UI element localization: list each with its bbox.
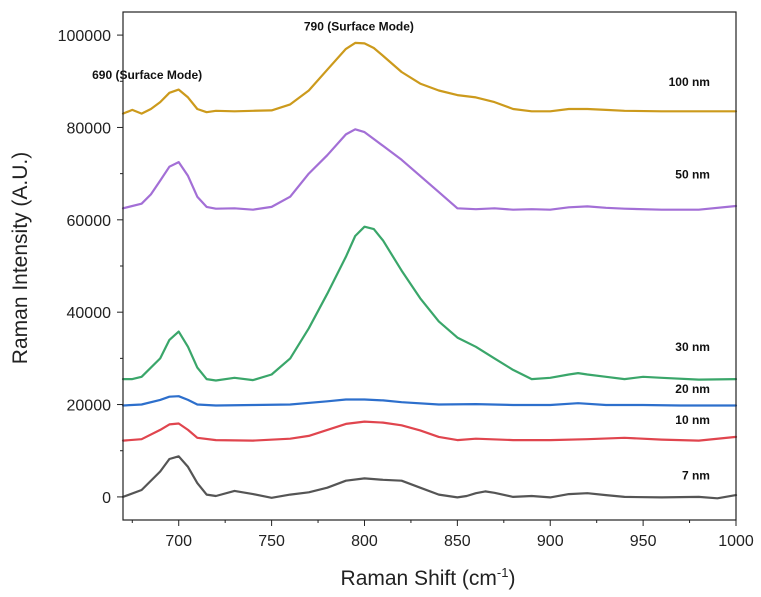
x-tick-label: 850 bbox=[444, 533, 471, 550]
series-line-30-nm bbox=[121, 225, 738, 382]
series-line-7-nm bbox=[121, 455, 738, 500]
peak-annotation: 690 (Surface Mode) bbox=[92, 68, 202, 82]
x-tick-label: 900 bbox=[537, 533, 564, 550]
series-line-100-nm bbox=[121, 41, 738, 115]
y-tick-label: 0 bbox=[102, 490, 111, 507]
label-layer: Raman Shift (cm-1) Raman Intensity (A.U.… bbox=[9, 152, 515, 590]
series-line-50-nm bbox=[121, 128, 738, 211]
series-layer: 7 nm 10 nm 20 nm 30 nm 50 nm 100 nm 690 (Surfa… bbox=[92, 19, 738, 500]
y-tick-label: 100000 bbox=[58, 28, 111, 45]
series-label: 100 nm bbox=[669, 75, 710, 89]
series-label: 10 nm bbox=[675, 413, 710, 427]
series-line-20-nm bbox=[121, 395, 738, 407]
x-tick-label: 700 bbox=[165, 533, 192, 550]
x-tick-label: 750 bbox=[258, 533, 285, 550]
axis-layer: 700 750 800 850 900 950 1000 0 20000 40000 60000 80… bbox=[58, 11, 754, 550]
series-label: 30 nm bbox=[675, 340, 710, 354]
y-tick-label: 20000 bbox=[67, 398, 112, 415]
series-label: 50 nm bbox=[675, 167, 710, 181]
y-tick-label: 60000 bbox=[67, 213, 112, 230]
series-label: 20 nm bbox=[675, 382, 710, 396]
x-tick-label: 800 bbox=[351, 533, 378, 550]
x-tick-label: 1000 bbox=[718, 533, 754, 550]
y-tick-label: 40000 bbox=[67, 305, 112, 322]
y-tick-label: 80000 bbox=[67, 120, 112, 137]
y-axis-label: Raman Intensity (A.U.) bbox=[9, 152, 32, 364]
x-tick-label: 950 bbox=[630, 533, 657, 550]
peak-annotation: 790 (Surface Mode) bbox=[304, 19, 414, 33]
series-label: 7 nm bbox=[682, 468, 710, 482]
x-axis-label: Raman Shift (cm-1) bbox=[341, 565, 516, 590]
series-line-10-nm bbox=[121, 420, 738, 442]
